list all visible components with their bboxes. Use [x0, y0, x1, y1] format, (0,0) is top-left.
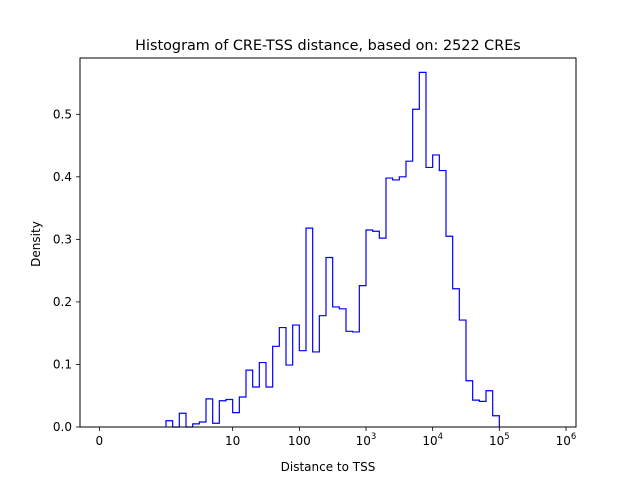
y-tick-label: 0.1	[53, 357, 72, 371]
axes-frame	[79, 57, 577, 428]
x-tick-label: 100	[288, 434, 311, 448]
histogram-step-line	[165, 71, 500, 428]
y-tick-label: 0.0	[53, 420, 72, 434]
x-tick-label: 105	[489, 432, 510, 448]
x-tick-label: 103	[356, 432, 377, 448]
x-axis-label: Distance to TSS	[281, 460, 376, 474]
y-tick-label: 0.2	[53, 295, 72, 309]
x-tick-label: 0	[96, 434, 104, 448]
y-tick-label: 0.5	[53, 107, 72, 121]
y-tick-label: 0.4	[53, 170, 72, 184]
y-axis-label: Density	[29, 221, 43, 267]
chart-title: Histogram of CRE-TSS distance, based on:…	[135, 38, 521, 54]
x-tick-label: 104	[422, 432, 443, 448]
plot-area: 0 10 100 103 104 105 106 0.0 0.1 0.2 0.3 0.4 0.5	[53, 57, 577, 448]
x-tick-label: 106	[556, 432, 577, 448]
y-tick-label: 0.3	[53, 232, 72, 246]
x-tick-label: 10	[225, 434, 240, 448]
